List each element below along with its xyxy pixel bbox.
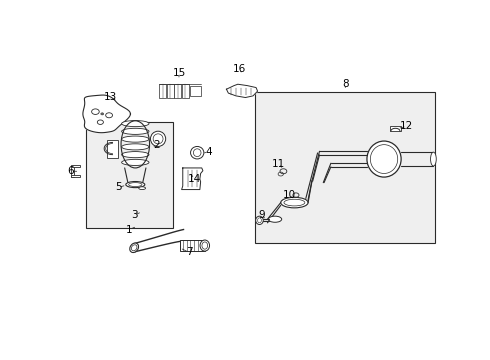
Ellipse shape (122, 136, 149, 142)
Bar (390, 126, 401, 131)
Ellipse shape (122, 159, 149, 166)
Polygon shape (226, 84, 258, 98)
Text: 4: 4 (205, 147, 212, 157)
Text: 11: 11 (272, 159, 285, 169)
Text: 13: 13 (104, 92, 117, 102)
Ellipse shape (281, 197, 308, 208)
Text: 8: 8 (342, 79, 348, 89)
Bar (159, 84, 166, 98)
Bar (86, 122, 173, 228)
Text: 5: 5 (115, 183, 122, 192)
Polygon shape (182, 168, 203, 190)
Ellipse shape (200, 240, 210, 251)
Ellipse shape (202, 242, 208, 249)
Text: 2: 2 (154, 140, 160, 150)
Ellipse shape (370, 145, 398, 174)
Text: 7: 7 (186, 247, 193, 257)
Bar (71, 165, 80, 167)
Ellipse shape (258, 218, 261, 223)
Bar (71, 175, 80, 177)
Text: 6: 6 (68, 166, 74, 176)
Ellipse shape (126, 181, 145, 188)
Text: 1: 1 (125, 225, 132, 235)
Ellipse shape (269, 216, 282, 222)
Ellipse shape (256, 216, 263, 225)
Text: 9: 9 (258, 210, 265, 220)
Text: 16: 16 (232, 64, 245, 74)
Ellipse shape (284, 199, 305, 206)
Ellipse shape (194, 149, 201, 157)
Bar (182, 84, 189, 98)
Ellipse shape (431, 152, 436, 166)
Bar (107, 140, 118, 158)
Ellipse shape (130, 243, 139, 252)
Bar (167, 84, 173, 98)
Ellipse shape (122, 152, 149, 158)
Text: 12: 12 (400, 121, 414, 131)
Bar (71, 166, 74, 177)
Bar (180, 240, 205, 251)
Bar (255, 92, 435, 243)
Text: 15: 15 (172, 68, 186, 78)
Text: 3: 3 (131, 210, 138, 220)
Ellipse shape (122, 128, 149, 134)
Ellipse shape (131, 245, 137, 251)
Ellipse shape (367, 141, 401, 177)
Ellipse shape (150, 131, 166, 147)
Ellipse shape (122, 121, 149, 127)
Text: 10: 10 (283, 190, 295, 200)
Ellipse shape (122, 144, 149, 150)
Ellipse shape (129, 183, 142, 186)
Bar (174, 84, 181, 98)
Text: 14: 14 (188, 174, 201, 184)
Ellipse shape (153, 134, 163, 144)
Circle shape (101, 113, 104, 115)
Ellipse shape (191, 147, 204, 159)
Polygon shape (83, 95, 130, 133)
Ellipse shape (139, 187, 146, 190)
Bar (190, 86, 201, 96)
